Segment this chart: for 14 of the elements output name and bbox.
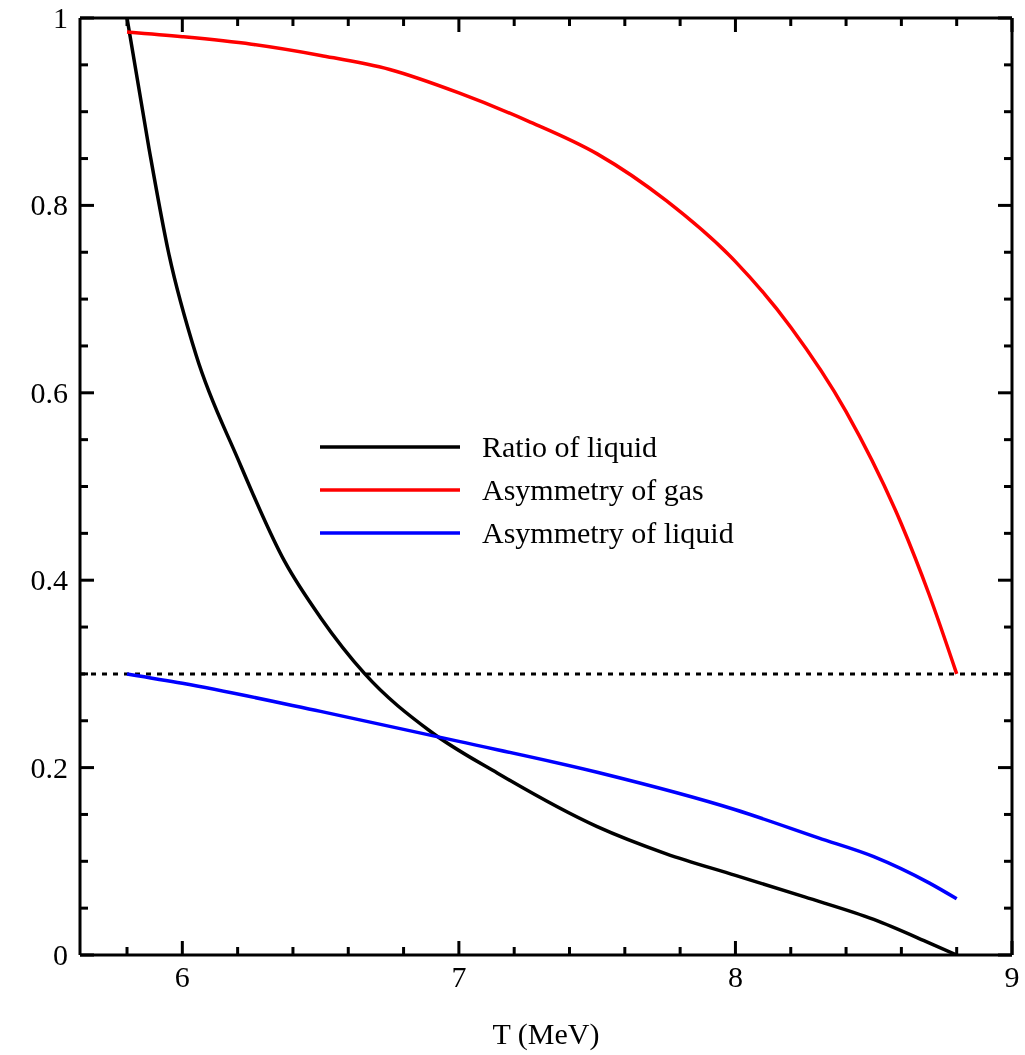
x-axis-title: T (MeV): [492, 1017, 600, 1052]
y-tick-label: 0: [53, 938, 68, 971]
y-tick-label: 0.8: [30, 188, 68, 222]
x-tick-label: 9: [1004, 960, 1020, 993]
legend-label: Ratio of liquid: [482, 429, 657, 464]
y-tick-label: 0.6: [30, 375, 68, 409]
legend-label: Asymmetry of gas: [482, 472, 704, 507]
legend-label: Asymmetry of liquid: [482, 515, 734, 550]
x-tick-label: 7: [451, 960, 467, 993]
x-tick-label: 8: [727, 960, 743, 993]
y-tick-label: 0.2: [30, 750, 68, 784]
y-tick-label: 1: [53, 1, 68, 34]
y-tick-label: 0.4: [30, 563, 68, 597]
x-tick-label: 6: [174, 960, 190, 993]
